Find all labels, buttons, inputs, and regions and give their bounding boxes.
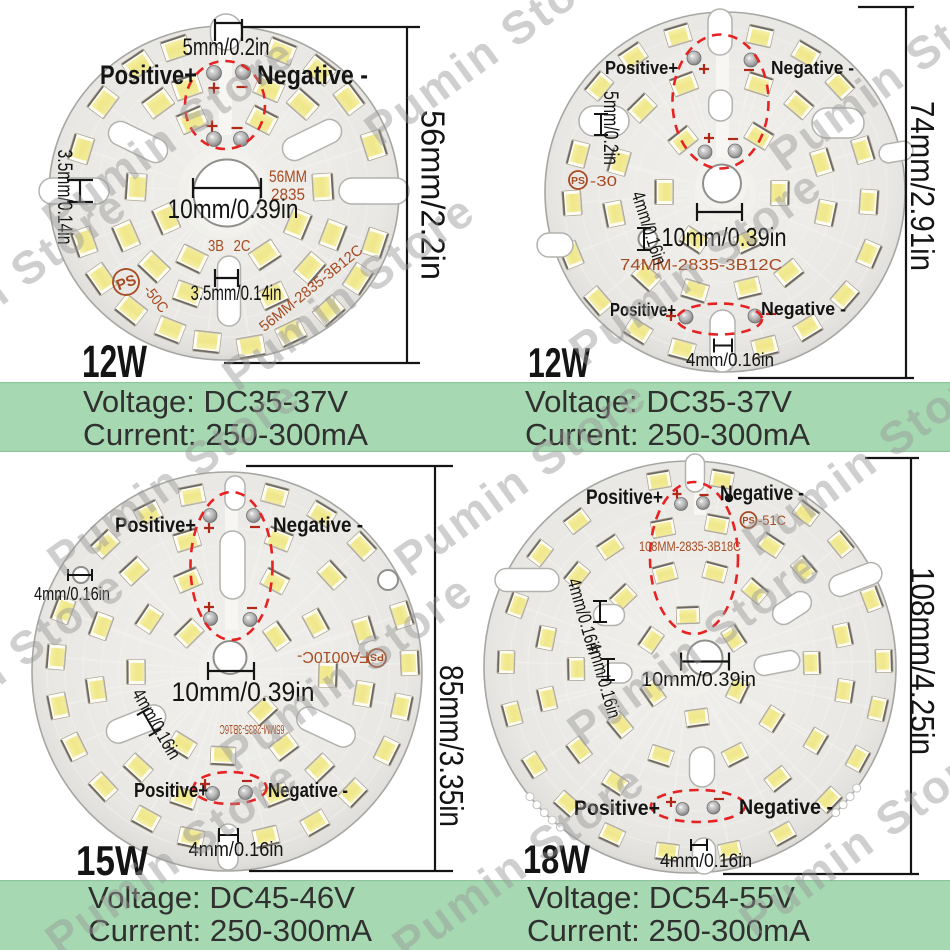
svg-text:85mm/3.35in: 85mm/3.35in xyxy=(433,665,470,827)
svg-text:Positive+: Positive+ xyxy=(586,486,663,509)
svg-text:Negative -: Negative - xyxy=(761,299,846,319)
svg-text:PS: PS xyxy=(370,651,384,662)
svg-text:Positive+: Positive+ xyxy=(100,60,197,90)
svg-text:Negative -: Negative - xyxy=(268,780,348,802)
svg-text:Voltage: DC54-55V: Voltage: DC54-55V xyxy=(527,880,795,915)
svg-text:4mm/0.16in: 4mm/0.16in xyxy=(660,851,752,872)
svg-text:10mm/0.39in: 10mm/0.39in xyxy=(662,222,787,252)
svg-text:4mm/0.16in: 4mm/0.16in xyxy=(34,584,110,604)
svg-text:Positive+: Positive+ xyxy=(574,797,660,820)
svg-text:Positive+: Positive+ xyxy=(115,514,196,537)
svg-text:108MM-2835-3B18C: 108MM-2835-3B18C xyxy=(639,539,741,554)
svg-text:3.5mm/0.14in: 3.5mm/0.14in xyxy=(191,282,282,305)
svg-text:Current: 250-300mA: Current: 250-300mA xyxy=(527,913,810,948)
svg-text:-51C: -51C xyxy=(758,512,786,528)
svg-text:FA0010C-: FA0010C- xyxy=(297,648,369,665)
svg-text:18W: 18W xyxy=(523,838,590,882)
svg-text:74MM-2835-3B12C: 74MM-2835-3B12C xyxy=(620,257,782,274)
svg-text:Current: 250-300mA: Current: 250-300mA xyxy=(88,913,372,948)
svg-text:Positive+: Positive+ xyxy=(134,780,208,802)
svg-text:15W: 15W xyxy=(76,837,148,884)
svg-text:Negative -: Negative - xyxy=(720,482,804,505)
svg-text:5mm/0.2in: 5mm/0.2in xyxy=(599,91,622,165)
svg-text:PS: PS xyxy=(571,176,585,187)
svg-text:Positive+: Positive+ xyxy=(605,58,678,78)
svg-text:Negative -: Negative - xyxy=(771,58,854,78)
svg-text:-30: -30 xyxy=(590,173,617,190)
svg-text:5mm/0.2in: 5mm/0.2in xyxy=(183,34,270,61)
svg-text:PS: PS xyxy=(114,271,139,294)
svg-text:Negative -: Negative - xyxy=(273,514,363,537)
svg-text:PS: PS xyxy=(742,515,754,525)
svg-text:2835: 2835 xyxy=(271,185,305,204)
svg-text:2C: 2C xyxy=(234,238,251,255)
svg-text:56MM: 56MM xyxy=(269,167,307,186)
svg-text:Negative -: Negative - xyxy=(739,796,833,819)
svg-text:10mm/0.39in: 10mm/0.39in xyxy=(641,669,756,691)
svg-text:12W: 12W xyxy=(82,336,147,387)
svg-text:Voltage: DC35-37V: Voltage: DC35-37V xyxy=(525,384,792,419)
svg-text:Voltage: DC45-46V: Voltage: DC45-46V xyxy=(88,880,355,915)
svg-text:Positive+: Positive+ xyxy=(610,300,676,320)
svg-text:4mm/0.16in: 4mm/0.16in xyxy=(686,350,774,370)
svg-text:Negative -: Negative - xyxy=(257,60,368,90)
svg-text:3B: 3B xyxy=(208,238,224,255)
svg-text:4mm/0.16in: 4mm/0.16in xyxy=(189,839,284,861)
svg-text:12W: 12W xyxy=(528,339,590,386)
svg-text:74mm/2.91in: 74mm/2.91in xyxy=(904,101,941,271)
svg-text:108mm/4.25in: 108mm/4.25in xyxy=(904,567,941,755)
svg-text:Current: 250-300mA: Current: 250-300mA xyxy=(525,417,810,452)
svg-text:56mm/2.2in: 56mm/2.2in xyxy=(415,110,452,280)
svg-text:Current: 250-300mA: Current: 250-300mA xyxy=(83,417,368,452)
svg-text:65MM-2835-3B16C: 65MM-2835-3B16C xyxy=(220,722,285,737)
svg-text:10mm/0.39in: 10mm/0.39in xyxy=(168,194,299,224)
svg-text:Voltage: DC35-37V: Voltage: DC35-37V xyxy=(83,384,348,419)
svg-text:3.5mm/0.14in: 3.5mm/0.14in xyxy=(53,150,76,245)
svg-text:10mm/0.39in: 10mm/0.39in xyxy=(172,677,315,707)
